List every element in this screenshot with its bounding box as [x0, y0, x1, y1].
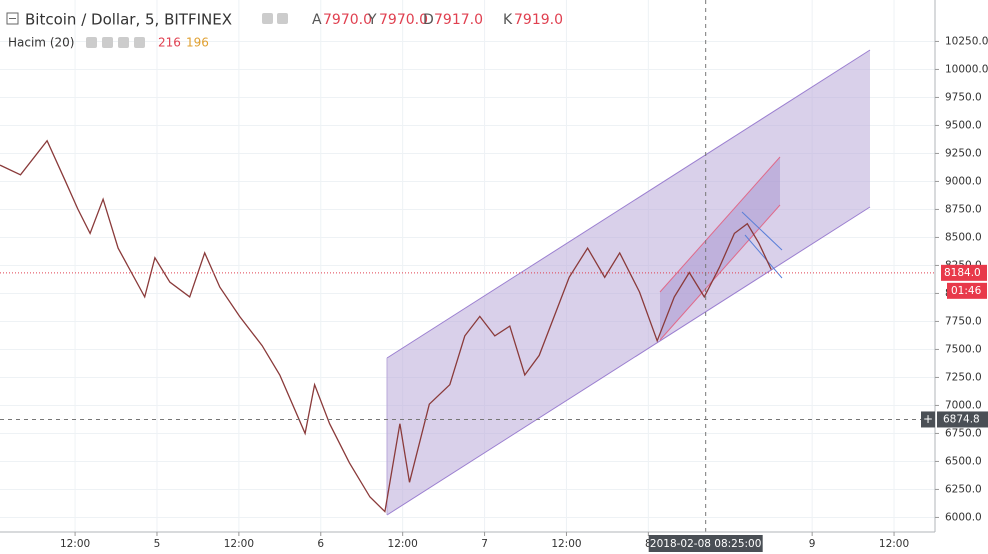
x-tick-label: 9 — [809, 538, 816, 550]
y-tick-label: 9250.0 — [945, 147, 982, 159]
x-tick-label: 6 — [317, 538, 324, 550]
ohlc-value: 7919.0 — [514, 12, 563, 28]
ohlc-key: Y — [367, 12, 377, 28]
y-tick-label: 7250.0 — [945, 371, 982, 383]
collapse-icon[interactable] — [6, 12, 19, 25]
ohlc-value: 7970.0 — [379, 12, 428, 28]
flag-bottom — [744, 234, 783, 279]
volume-value: 216 — [158, 36, 181, 50]
y-tick-label: 7500.0 — [945, 343, 982, 355]
x-tick-label: 12:00 — [388, 538, 418, 550]
y-tick-label: 6250.0 — [945, 483, 982, 495]
ohlc-value: 7917.0 — [434, 12, 483, 28]
y-tick-label: 6500.0 — [945, 455, 982, 467]
y-tick-label: 9500.0 — [945, 119, 982, 131]
y-tick-label: 9000.0 — [945, 175, 982, 187]
y-tick-label: 9750.0 — [945, 91, 982, 103]
ohlc-value: 7970.0 — [323, 12, 372, 28]
volume-label: Hacim (20) — [8, 36, 74, 50]
ohlc-key: D — [423, 12, 434, 28]
countdown-box — [947, 282, 987, 299]
y-tick-label: 8500.0 — [945, 231, 982, 243]
flag-top — [741, 211, 783, 251]
x-tick-label: 12:00 — [879, 538, 909, 550]
countdown-label: 01:46 — [951, 285, 982, 297]
volume-ma-value: 196 — [186, 36, 209, 50]
x-tick-label: 8 — [645, 538, 652, 550]
header-icons[interactable] — [86, 13, 288, 48]
plot — [0, 0, 935, 532]
crosshair-plus-box — [921, 411, 935, 428]
channel-fill — [387, 50, 870, 515]
price-line — [0, 139, 772, 513]
channel-top — [386, 49, 871, 359]
y-tick-label: 6750.0 — [945, 427, 982, 439]
crosshair-y-label: 6874.8 — [943, 413, 980, 425]
y-tick-label: 7750.0 — [945, 315, 982, 327]
y-tick-label: 6000.0 — [945, 511, 982, 523]
y-tick-label: 8750.0 — [945, 203, 982, 215]
ohlc-legend: A 7970.0Y 7970.0D 7917.0 K 7919.0 — [312, 12, 563, 28]
x-tick-label: 5 — [154, 538, 161, 550]
last-price-box — [941, 264, 987, 281]
crosshair-plus: + — [923, 412, 933, 426]
crosshair-x-box — [648, 535, 763, 552]
y-tick-label: 10000.0 — [945, 63, 988, 75]
last-price-label: 8184.0 — [944, 267, 981, 279]
y-tick-label: 7000.0 — [945, 399, 982, 411]
ohlc-key: K — [503, 12, 513, 28]
crosshair-x-label: 2018-02-08 08:25:00 — [650, 538, 762, 550]
inner-channel-top — [659, 156, 781, 293]
inner-channel-fill — [660, 157, 780, 340]
x-tick-label: 12:00 — [224, 538, 254, 550]
x-tick-label: 12:00 — [551, 538, 581, 550]
y-tick-label: 10250.0 — [945, 35, 988, 47]
channel-bottom — [386, 206, 871, 516]
x-tick-label: 7 — [481, 538, 488, 550]
chart-title: Bitcoin / Dollar, 5, BITFINEX — [25, 11, 232, 29]
x-axis-panel — [0, 532, 988, 554]
axes: 6000.0 6250.0 6500.0 6750.0 7000.0 7250.0 7500… — [60, 35, 988, 552]
crosshair-y-box — [937, 411, 988, 428]
ohlc-key: A — [312, 12, 322, 28]
x-tick-label: 12:00 — [60, 538, 90, 550]
